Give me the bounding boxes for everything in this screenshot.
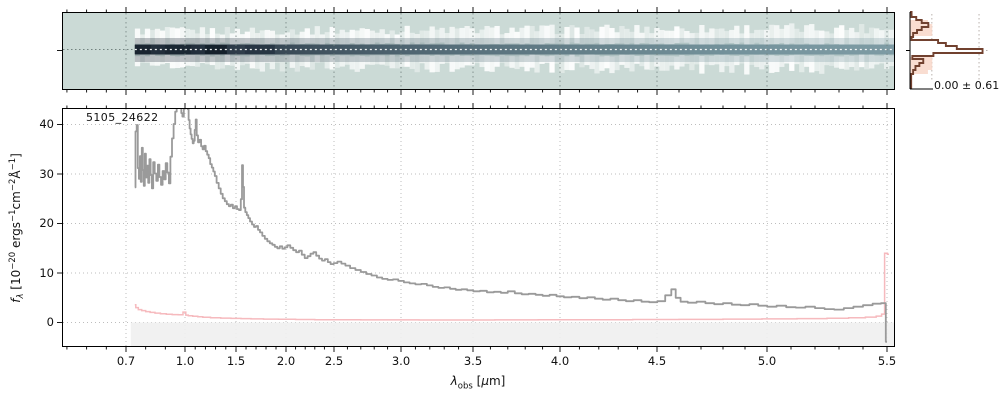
profile-annotation: 0.00 ± 0.61 bbox=[934, 79, 1000, 92]
y-tick-label: 40 bbox=[39, 117, 54, 131]
x-tick-label: 5.5 bbox=[877, 354, 897, 368]
spec1d-panel bbox=[62, 108, 895, 347]
x-tick-label: 1.0 bbox=[175, 354, 195, 368]
spec2d-image bbox=[63, 13, 894, 89]
x-tick-label: 2.0 bbox=[276, 354, 296, 368]
x-tick-label: 0.7 bbox=[116, 354, 136, 368]
y-tick-label: 30 bbox=[39, 166, 54, 181]
profile-panel bbox=[906, 11, 988, 90]
x-tick-label: 3.0 bbox=[391, 354, 411, 368]
x-tick-label: 1.5 bbox=[226, 354, 246, 368]
source-id-label: 5105_24622 bbox=[86, 111, 159, 124]
x-axis-label: λobs [μm] bbox=[450, 374, 506, 392]
y-axis-label: fλ [10−20 ergs−1cm−2Å−1] bbox=[7, 153, 27, 303]
x-tick-label: 5.0 bbox=[757, 354, 777, 368]
x-tick-label: 2.5 bbox=[324, 354, 344, 368]
y-tick-label: 20 bbox=[39, 216, 54, 230]
spec1d-plot bbox=[63, 109, 894, 346]
x-tick-label: 4.5 bbox=[647, 354, 667, 368]
x-tick-label: 4.0 bbox=[550, 354, 570, 368]
y-tick-label: 0 bbox=[46, 315, 54, 329]
x-tick-label: 3.5 bbox=[463, 354, 483, 368]
spec2d-panel bbox=[62, 12, 895, 90]
y-tick-label: 10 bbox=[39, 265, 54, 280]
